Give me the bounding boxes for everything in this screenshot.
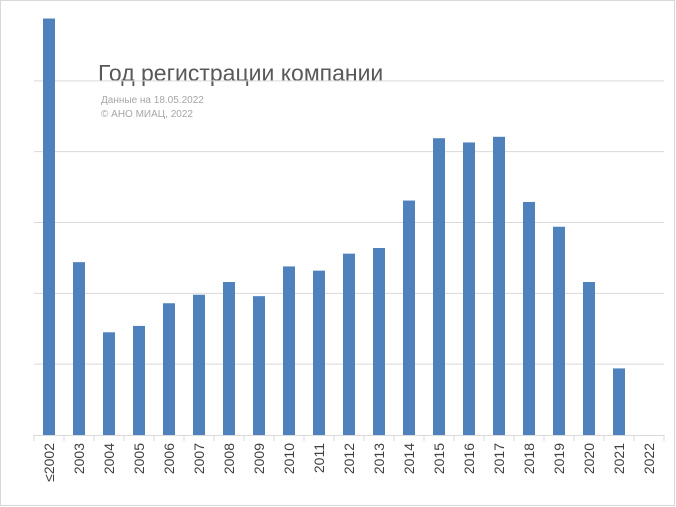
bar-2016 (463, 142, 475, 436)
x-tick-label: 2016 (461, 443, 477, 474)
bar-2008 (223, 282, 235, 435)
bar-2015 (433, 138, 445, 436)
bar-2003 (73, 262, 85, 435)
x-tick-label: 2012 (341, 443, 357, 474)
bar-2009 (253, 296, 265, 435)
x-tick-label: 2009 (251, 443, 267, 474)
bar-2005 (133, 325, 145, 435)
bar-2007 (193, 294, 205, 435)
x-tick-label: 2007 (191, 443, 207, 474)
x-tick-label: 2008 (221, 443, 237, 474)
bar-2012 (343, 253, 355, 435)
x-tick-label: 2005 (131, 443, 147, 474)
x-tick-label: 2006 (161, 443, 177, 474)
bar-2004 (103, 332, 115, 435)
x-tick-label: ≤2002 (41, 443, 57, 482)
bar-2017 (493, 136, 505, 435)
x-tick-label: 2010 (281, 443, 297, 474)
x-tick-label: 2003 (71, 443, 87, 474)
x-tick-label: 2022 (641, 443, 657, 474)
x-tick-label: 2021 (611, 443, 627, 474)
x-tick-label: 2018 (521, 443, 537, 474)
chart-subtitle-copyright: © АНО МИАЦ, 2022 (101, 109, 193, 120)
bar-2021 (613, 368, 625, 435)
x-tick-label: 2017 (491, 443, 507, 474)
chart-title: Год регистрации компании (98, 60, 384, 86)
chart-subtitle-date: Данные на 18.05.2022 (101, 95, 204, 106)
x-tick-label: 2011 (311, 443, 327, 473)
bar-2013 (373, 248, 385, 435)
bar-2020 (583, 282, 595, 435)
bar-2006 (163, 303, 175, 435)
x-tick-label: 2004 (101, 443, 117, 474)
bar-2014 (403, 200, 415, 435)
x-tick-label: 2013 (371, 443, 387, 474)
bar-≤2002 (43, 18, 55, 435)
x-tick-label: 2015 (431, 443, 447, 474)
x-tick-label: 2019 (551, 443, 567, 474)
bar-2018 (523, 201, 535, 435)
bar-2019 (553, 226, 565, 435)
x-tick-label: 2014 (401, 443, 417, 474)
bar-2011 (313, 270, 325, 435)
bar-2010 (283, 266, 295, 435)
x-tick-label: 2020 (581, 443, 597, 474)
